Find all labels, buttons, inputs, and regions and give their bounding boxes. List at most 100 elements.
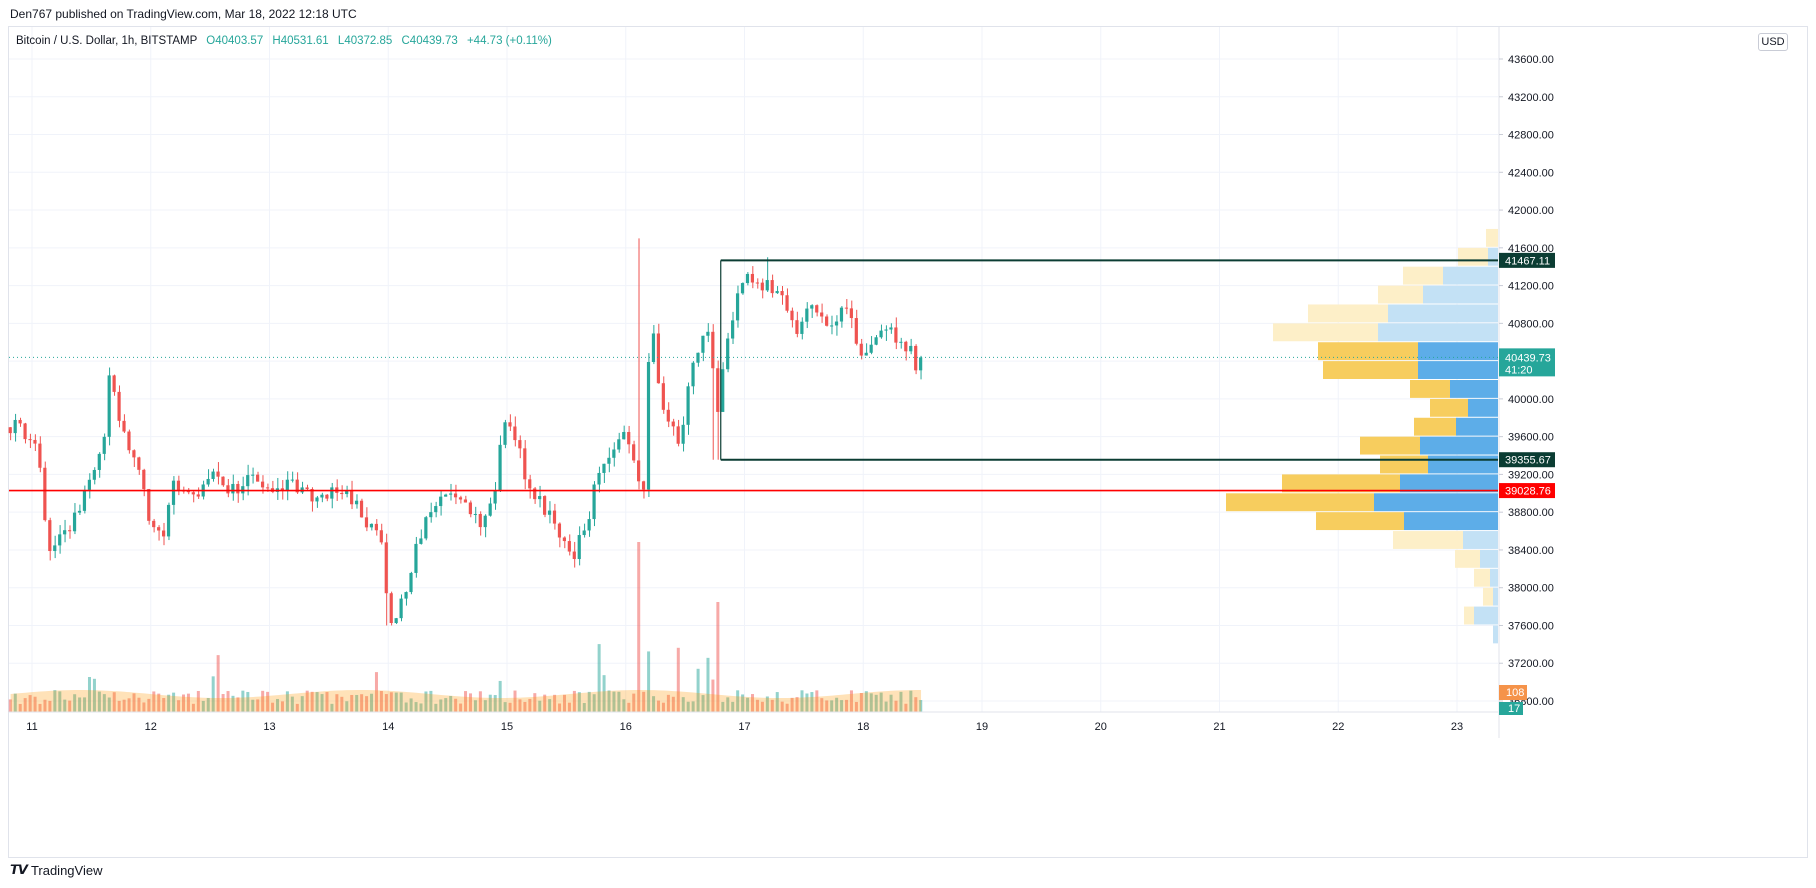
candle-body [122,420,126,432]
candle-body [859,343,863,356]
vp-up-bar [1488,247,1498,266]
candle-body [666,409,670,422]
vp-up-bar [1420,436,1498,455]
candle-body [562,537,566,542]
candle-body [543,496,547,515]
volume-bar [384,694,388,712]
candle-body [463,499,468,503]
volume-bar [132,693,136,712]
volume-bar [498,680,502,712]
candle-body [815,305,819,313]
currency-button[interactable]: USD [1758,33,1788,51]
candle-body [829,325,834,327]
volume-bar [142,702,146,712]
candle-body [399,598,403,619]
candle-body [572,551,576,560]
candle-body [414,543,418,573]
vp-down-bar [1318,342,1418,361]
volume-bar [864,691,868,712]
candle-body [587,519,591,531]
volume-bar [201,700,205,712]
candle-body [369,523,374,528]
vp-up-bar [1418,361,1498,379]
candle-body [18,419,22,424]
candle-body [117,391,121,421]
volume-bar [879,692,883,712]
candle-body [503,422,507,445]
candle-body [612,449,616,458]
vp-down-bar [1486,228,1498,247]
volume-bar [751,694,755,712]
candle-body [874,337,878,345]
volume-bar [775,692,779,712]
vp-up-bar [1418,342,1498,361]
candle-body [775,291,779,294]
volume-bar [686,701,690,712]
volume-bar [295,703,299,712]
volume-bar [290,696,294,712]
volume-bar [87,677,91,712]
volume-bar [874,694,878,712]
candle-body [904,341,908,352]
candle-body [557,523,562,538]
candle-body [597,472,601,485]
candle-body [651,333,656,363]
volume-bar [652,696,656,712]
candle-body [844,307,849,309]
candle-body [914,345,918,371]
volume-bar [280,701,284,712]
volume-bar [216,655,220,712]
candle-body [33,439,37,444]
volume-bar [464,691,468,712]
candle-body [325,494,329,499]
candle-body [63,530,67,535]
volume-bar [370,693,374,712]
vp-up-bar [1423,285,1498,304]
volume-bar [488,694,492,712]
candle-body [656,333,661,384]
candle-body [13,419,17,434]
volume-bar [246,691,250,712]
volume-bar [731,701,735,712]
candle-body [364,517,369,528]
volume-bar [365,696,369,712]
volume-bar [38,703,42,712]
volume-bar [810,692,814,712]
price-tag-red-level-bg [1499,483,1555,499]
volume-bar [23,698,27,712]
candle-body [23,423,27,440]
volume-bar [340,696,344,712]
candle-body [107,375,111,437]
volume-bar [567,702,571,712]
candle-body [28,439,32,441]
candle-body [448,493,453,495]
volume-bar [572,690,576,712]
candle-body [221,476,225,486]
candle-body [236,483,240,494]
candle-body [320,494,324,498]
candle-body [409,572,413,593]
candle-body [350,490,354,505]
candle-body [617,439,621,450]
volume-bar [701,695,705,712]
volume-bar [553,694,557,712]
volume-bar [13,693,17,712]
volume-bar [582,702,586,712]
vp-down-bar [1393,531,1463,549]
volume-bar [577,692,581,712]
candle-body [849,308,853,319]
volume-bar [746,697,750,712]
vp-up-bar [1468,398,1498,417]
chart-area[interactable] [8,26,1808,858]
candle-body [780,291,784,296]
volume-bar [849,690,853,712]
volume-bar [374,672,378,712]
volume-bar [449,695,453,712]
volume-bar [904,703,908,712]
volume-bar [285,691,289,712]
y-tick-label: 41200.00 [1508,281,1554,293]
volume-bar [350,694,354,712]
volume-bar [845,699,849,712]
volume-bar [261,690,265,712]
candle-body [315,497,319,502]
